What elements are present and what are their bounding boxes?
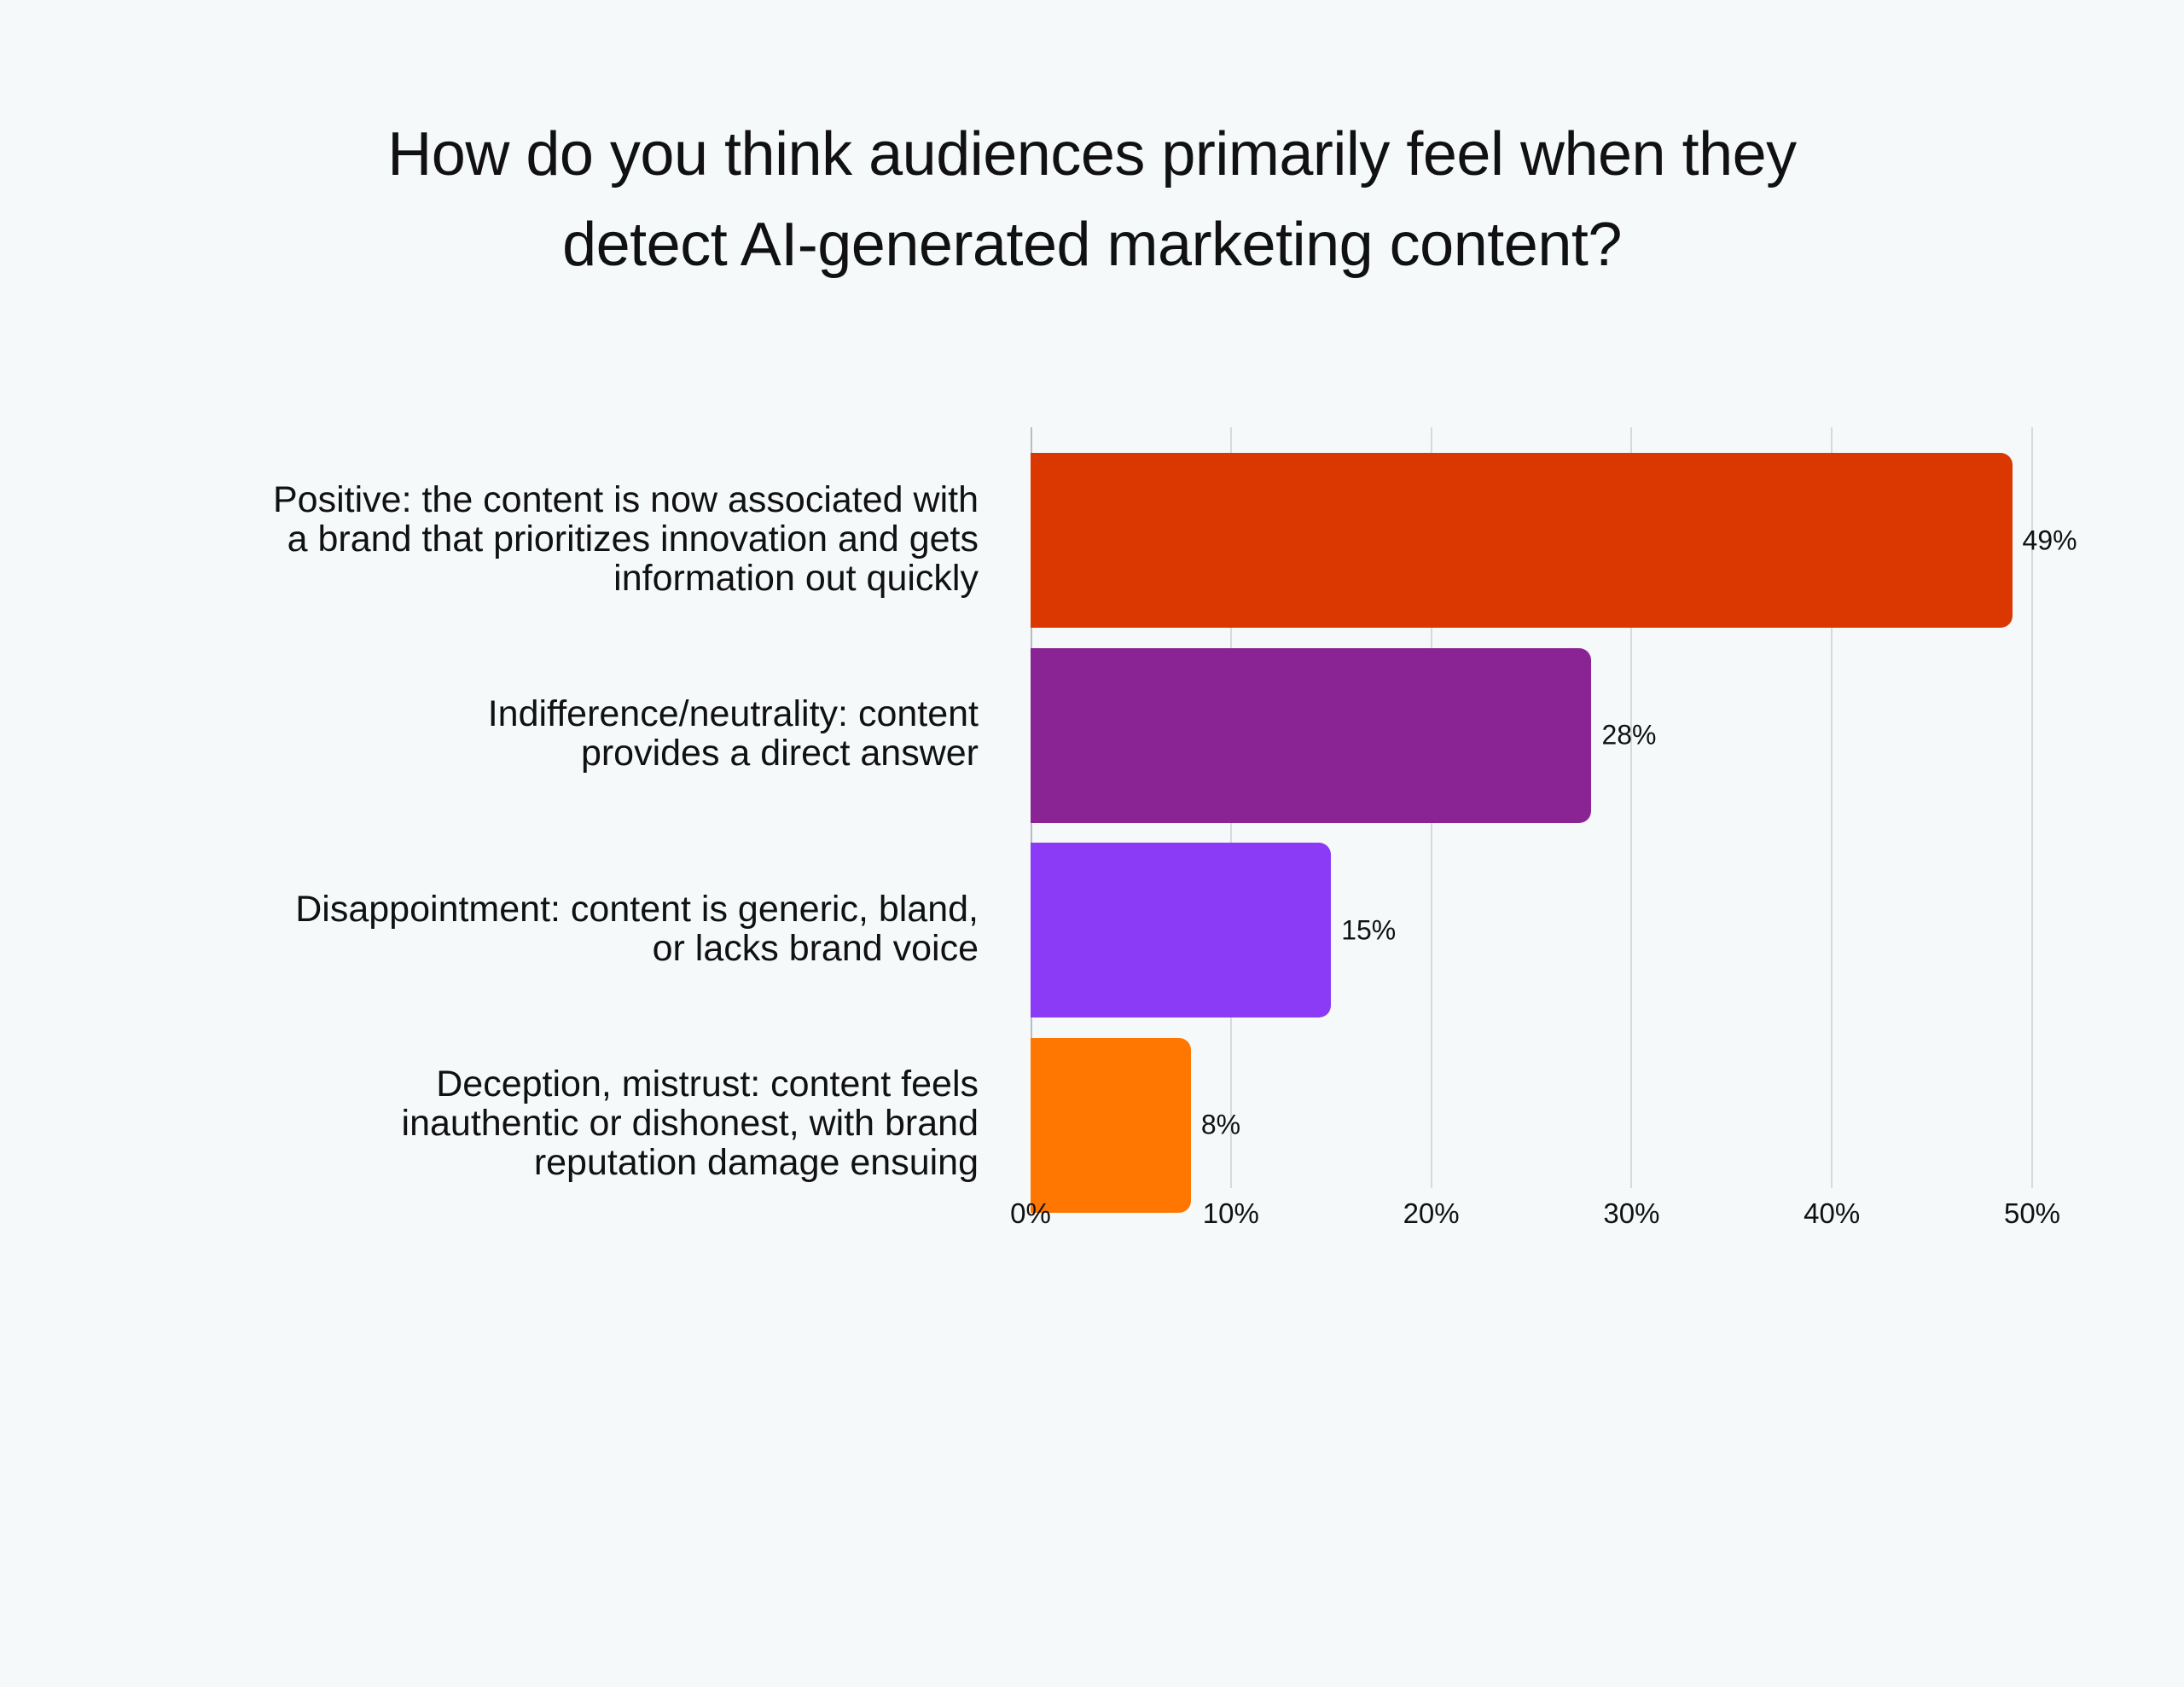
bar [1031,453,2013,628]
chart-title-line-1: How do you think audiences primarily fee… [387,120,1797,188]
bar [1031,843,1332,1017]
bar-value-label: 15% [1341,914,1397,945]
gridline [1831,427,1833,1188]
category-label: Deception, mistrust: content feels inauth… [125,1064,979,1182]
category-label-line: reputation damage ensuing [533,1142,979,1183]
chart-title-line-2: detect AI-generated marketing content? [562,211,1622,279]
x-tick-label: 10% [1202,1197,1259,1229]
bar-value-label: 49% [2022,525,2077,555]
gridline [1630,427,1633,1188]
category-label-line: or lacks brand voice [652,927,979,969]
plot-area: 49% 28% 15% 8% [1031,427,2077,1213]
category-label-line: Indifference/neutrality: content [487,693,979,734]
bar-value-label: 8% [1200,1109,1241,1140]
x-tick-label: 30% [1603,1197,1660,1229]
bar-value-label: 28% [1601,719,1657,751]
gridline [2031,427,2033,1188]
category-label-line: Deception, mistrust: content feels [436,1064,979,1104]
category-label-line: inauthentic or dishonest, with brand [401,1103,979,1144]
x-tick-label: 0% [1010,1197,1051,1229]
category-label-line: Positive: the content is now associated … [273,478,979,520]
x-tick-label: 20% [1403,1197,1460,1229]
bar [1031,1037,1191,1213]
bar [1031,647,1592,823]
category-label-line: provides a direct answer [580,733,979,774]
category-label: Positive: the content is now associated … [125,480,979,598]
category-label: Indifference/neutrality: content provides… [125,694,979,773]
x-tick-label: 50% [2003,1197,2061,1229]
chart-title: How do you think audiences primarily fee… [0,109,2184,290]
category-label: Disappointment: content is generic, blan… [125,890,979,968]
category-label-line: information out quickly [613,557,979,599]
category-label-line: Disappointment: content is generic, blan… [295,888,979,930]
x-tick-label: 40% [1804,1197,1861,1229]
category-label-line: a brand that prioritizes innovation and … [287,518,979,559]
